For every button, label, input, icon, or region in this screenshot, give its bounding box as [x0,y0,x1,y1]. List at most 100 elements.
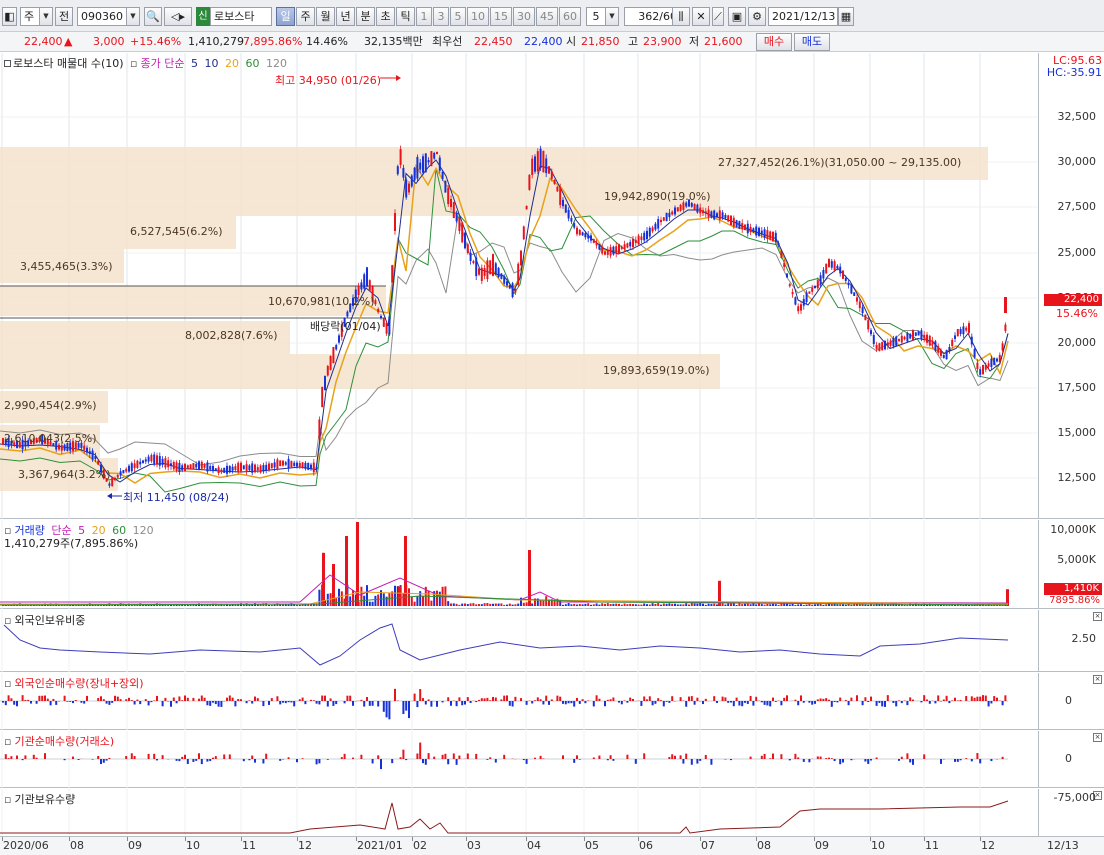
candle-body [564,204,567,213]
low-arrow-head [107,493,112,499]
candle-body [696,204,699,213]
close-icon[interactable]: × [1093,791,1102,800]
candle-body [889,340,892,346]
candle-body [198,461,200,470]
period-year-button[interactable]: 년 [336,7,355,26]
period-month-button[interactable]: 월 [316,7,335,26]
candle-type-icon[interactable]: ⫼ [672,7,690,26]
interval-15-button[interactable]: 15 [490,7,512,26]
candle-body [371,285,374,302]
volume-bar [184,604,186,606]
period-second-button[interactable]: 초 [376,7,395,26]
stock-code-dropdown[interactable]: ▼ [127,7,140,26]
stock-code-input[interactable]: 090360 [77,7,127,26]
volume-bar [693,603,696,606]
close-icon[interactable]: × [1093,612,1102,621]
period-minute-button[interactable]: 분 [356,7,375,26]
inst-hold-pane[interactable]: ▫ 기관보유수량 × -75,000 [0,789,1104,836]
volume-bar [713,603,716,606]
inst-hold-chart[interactable] [0,789,1038,836]
foreign-net-bar [310,699,312,701]
date-axis-label: 08 [757,839,771,852]
volume-chart[interactable] [0,520,1038,609]
volume-bar [606,603,609,606]
interval-5-button[interactable]: 5 [450,7,466,26]
interval-60-button[interactable]: 60 [559,7,581,26]
inst-net-pane[interactable]: ▫ 기관순매수량(거래소) × 0 [0,731,1104,788]
foreign-net-bar [839,697,842,701]
interval-10-button[interactable]: 10 [467,7,489,26]
foreign-net-bar [738,701,741,706]
market-dropdown-arrow[interactable]: ▼ [40,7,53,26]
close-icon[interactable]: × [1093,733,1102,742]
foreign-net-chart[interactable] [0,673,1038,730]
interval-1-button[interactable]: 1 [416,7,432,26]
volume-bar [931,604,934,606]
foreign-net-bar [346,695,349,701]
volume-bar [256,603,259,606]
volume-bar [226,604,228,606]
candle-body [284,462,287,465]
volume-pane[interactable]: ▫ 거래량 단순 5 20 60 120 1,410,279주(7,895.86%… [0,520,1104,609]
foreign-net-bar [500,699,503,701]
price-chart[interactable] [0,53,1038,519]
volume-bar [690,603,693,606]
inst-net-bar [710,759,713,765]
candle-body [1001,343,1004,351]
period-tick-button[interactable]: 틱 [396,7,415,26]
speaker-icon[interactable]: ◁▸ [164,7,192,26]
foreign-net-pane[interactable]: ▫ 외국인순매수량(장내+장외) × 0 [0,673,1104,730]
volume-bar [634,604,637,606]
inst-net-chart[interactable] [0,731,1038,788]
candle-body [94,455,97,459]
sell-button[interactable]: 매도 [794,33,830,51]
foreign-net-bar [651,701,654,706]
high-price: 23,900 [643,35,682,48]
foreign-net-bar [511,701,514,707]
inst-net-bar [209,759,212,762]
period-day-button[interactable]: 일 [276,7,295,26]
inst-net-bar [990,759,993,762]
foreign-net-bar [576,697,578,701]
interval-3-button[interactable]: 3 [433,7,449,26]
foreign-net-bar [430,701,433,707]
inst-net-bar [340,757,343,759]
foreign-net-bar [794,699,797,701]
candle-body [360,282,363,290]
date-axis-tick [870,837,871,841]
foreign-net-bar [973,697,976,701]
interval-45-button[interactable]: 45 [536,7,558,26]
candle-body [298,463,301,467]
indicator-icon[interactable]: ✕ [692,7,710,26]
candle-body [24,440,27,447]
search-icon[interactable]: 🔍 [144,7,162,26]
prev-button[interactable]: 전 [55,7,73,26]
candle-body [35,437,38,443]
inst-net-bar [643,753,646,759]
foreign-ratio-chart[interactable] [0,610,1038,672]
up-arrow-icon: ▲ [64,35,73,48]
price-pane[interactable]: 로보스타 매물대 수(10) ▫ 종가 단순 5 10 20 60 120 27,… [0,53,1104,519]
volume-bar [920,604,923,606]
chart-menu-icon[interactable]: ◧ [2,7,17,26]
calendar-icon[interactable]: ▦ [838,7,854,26]
foreign-net-bar [847,701,850,706]
close-icon[interactable]: × [1093,675,1102,684]
foreign-net-bar [74,700,77,701]
candle-body [391,265,394,283]
buy-button[interactable]: 매수 [756,33,792,51]
interval-input[interactable]: 5 [586,7,606,26]
date-input[interactable]: 2021/12/13 [768,7,838,26]
interval-dropdown[interactable]: ▼ [606,7,619,26]
period-week-button[interactable]: 주 [296,7,315,26]
save-icon[interactable]: ▣ [728,7,746,26]
candle-body [2,438,4,445]
candle-body [172,461,175,470]
pattern-icon[interactable]: ⟋ [712,7,724,26]
inst-net-bar [682,759,685,764]
gear-icon[interactable]: ⚙ [748,7,766,26]
foreign-ratio-pane[interactable]: ▫ 외국인보유비중 × 2.50 [0,610,1104,672]
market-select[interactable]: 주 [20,7,40,26]
interval-30-button[interactable]: 30 [513,7,535,26]
volume-bar [898,603,900,606]
